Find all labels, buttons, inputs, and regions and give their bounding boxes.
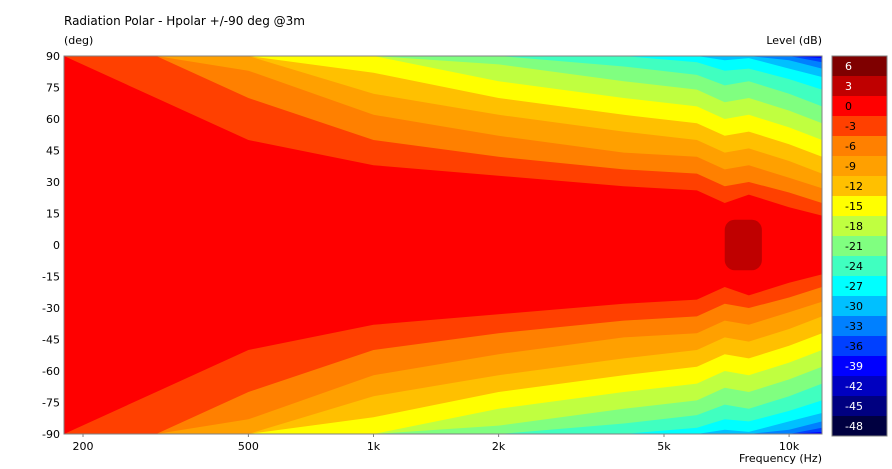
x-tick-label: 5k — [657, 440, 671, 453]
level-band--21-lower — [64, 366, 822, 434]
chart-title: Radiation Polar - Hpolar +/-90 deg @3m — [64, 14, 305, 28]
colorbar-swatch — [832, 56, 887, 77]
y-tick-label: 45 — [46, 145, 60, 158]
colorbar-label-text: -12 — [845, 180, 863, 193]
colorbar-label-text: -24 — [845, 260, 863, 273]
colorbar: 6 3 0 -3 -6 -9 -12 -15 -18 -21 -24 -27 -30 -33 -36 -39 -… — [831, 55, 888, 437]
y-tick-label: -15 — [42, 271, 60, 284]
colorbar-label-text: -21 — [845, 240, 863, 253]
level-band--30-upper — [64, 56, 822, 77]
colorbar-swatch — [832, 136, 887, 157]
colorbar-label-text: -6 — [845, 140, 856, 153]
x-tick-label: 10k — [779, 440, 800, 453]
x-tick-label: 2k — [492, 440, 506, 453]
colorbar-swatch — [832, 276, 887, 297]
colorbar-frame — [831, 55, 888, 437]
y-tick-label: 30 — [46, 176, 60, 189]
x-axis-label: Frequency (Hz) — [739, 452, 822, 465]
x-tick-label: 500 — [238, 440, 259, 453]
colorbar-swatch — [832, 176, 887, 197]
y-tick-label: 60 — [46, 113, 60, 126]
y-axis-label: (deg) — [64, 34, 93, 47]
x-tick-label: 200 — [73, 440, 94, 453]
colorbar-label-text: -30 — [845, 300, 863, 313]
colorbar-label-text: -39 — [845, 360, 863, 373]
colorbar-label-text: -18 — [845, 220, 863, 233]
y-tick-label: -75 — [42, 397, 60, 410]
level-band--21-upper — [64, 56, 822, 124]
colorbar-label-text: -36 — [845, 340, 863, 353]
colorbar-label-text: -42 — [845, 380, 863, 393]
colorbar-label-text: -15 — [845, 200, 863, 213]
colorbar-swatch — [832, 156, 887, 177]
colorbar-swatch — [832, 356, 887, 377]
colorbar-swatch — [832, 296, 887, 317]
colorbar-swatch — [832, 216, 887, 237]
colorbar-swatch — [832, 76, 887, 97]
x-ticks: 200 500 1k 2k 5k 10k — [73, 434, 800, 453]
colorbar-swatch — [832, 416, 887, 437]
colorbar-swatch — [832, 336, 887, 357]
y-tick-label: 0 — [53, 239, 60, 252]
level-band--27-upper — [64, 56, 822, 90]
colorbar-label-text: -3 — [845, 120, 856, 133]
y-ticks: 90 75 60 45 30 15 0 -15 -30 -45 -60 -75 -90 — [42, 50, 60, 441]
colorbar-swatch — [832, 96, 887, 117]
colorbar-label: Level (dB) — [766, 34, 822, 47]
colorbar-label-text: -33 — [845, 320, 863, 333]
colorbar-swatch — [832, 316, 887, 337]
colorbar-swatch — [832, 236, 887, 257]
x-tick-label: 1k — [367, 440, 381, 453]
colorbar-label-text: -48 — [845, 420, 863, 433]
level-band--30-lower — [64, 413, 822, 434]
colorbar-label-text: -27 — [845, 280, 863, 293]
colorbar-swatch — [832, 256, 887, 277]
y-tick-label: -60 — [42, 365, 60, 378]
y-tick-label: -30 — [42, 302, 60, 315]
colorbar-swatch — [832, 196, 887, 217]
y-tick-label: -90 — [42, 428, 60, 441]
y-tick-label: -45 — [42, 334, 60, 347]
colorbar-label-text: 6 — [845, 60, 852, 73]
y-tick-label: 75 — [46, 82, 60, 95]
plot-area — [63, 55, 823, 435]
peak-region — [724, 219, 762, 271]
colorbar-label-text: -9 — [845, 160, 856, 173]
colorbar-swatch — [832, 396, 887, 417]
level-band--27-lower — [64, 400, 822, 434]
plot-frame — [63, 55, 823, 435]
colorbar-swatch — [832, 376, 887, 397]
colorbar-label-text: 0 — [845, 100, 852, 113]
colorbar-label-text: -45 — [845, 400, 863, 413]
y-tick-label: 15 — [46, 208, 60, 221]
colorbar-swatch — [832, 116, 887, 137]
colorbar-label-text: 3 — [845, 80, 852, 93]
y-tick-label: 90 — [46, 50, 60, 63]
